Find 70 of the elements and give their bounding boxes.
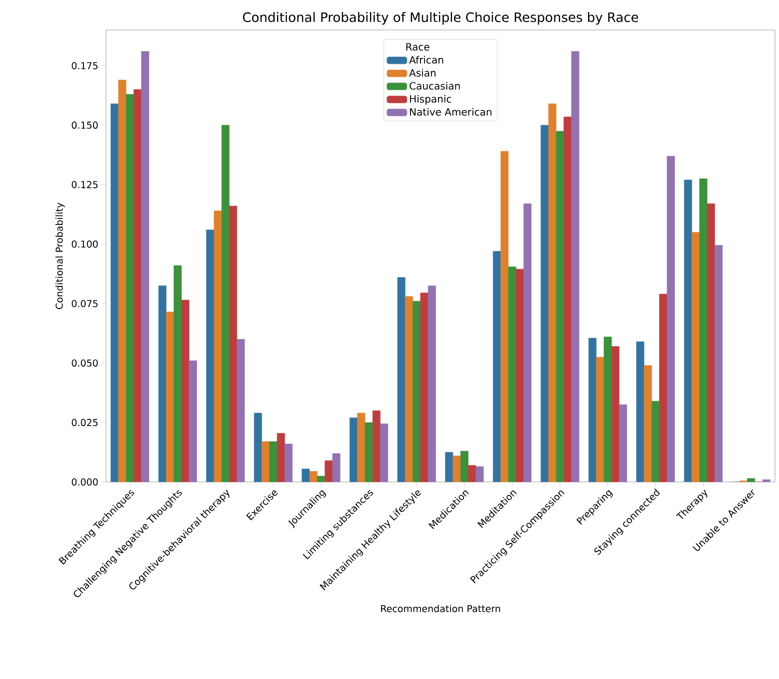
bar: [276, 433, 285, 482]
bar: [309, 471, 318, 482]
legend-label: African: [409, 56, 444, 64]
bar: [189, 360, 197, 482]
bar: [158, 286, 166, 482]
bar: [492, 251, 501, 482]
bar: [302, 468, 310, 482]
legend-label: Hispanic: [410, 94, 452, 105]
bar: [405, 296, 413, 482]
legend-label: Native American: [410, 108, 492, 116]
x-axis-title: Recommendation Pattern: [381, 604, 500, 612]
bar: [611, 346, 620, 482]
bar: [571, 51, 580, 482]
bar: [619, 404, 628, 482]
bar: [452, 456, 461, 482]
bar: [596, 356, 604, 482]
legend-label: Caucasian: [410, 82, 460, 90]
bar: [214, 210, 222, 482]
bar: [644, 365, 652, 482]
bar: [229, 206, 238, 482]
bar: [372, 410, 380, 482]
bar: [284, 444, 293, 482]
bar: [236, 339, 245, 482]
y-tick-label: 0.075: [72, 300, 98, 308]
bar: [332, 453, 340, 482]
y-tick-label: 0.175: [72, 62, 98, 70]
y-tick-label: 0.050: [72, 359, 98, 367]
bar: [350, 418, 358, 482]
bar: [134, 89, 142, 482]
bar: [666, 156, 675, 482]
legend-label: Asian: [409, 68, 436, 77]
bar: [516, 268, 524, 482]
bar: [588, 338, 596, 482]
bar: [540, 124, 549, 482]
bar: [468, 465, 476, 482]
y-tick-label: 0.025: [72, 418, 98, 426]
chart-title: Conditional Probability of Multiple Choice Responses by Race: [243, 12, 638, 25]
y-tick-label: 0.000: [72, 478, 98, 486]
bar: [659, 294, 668, 482]
bar: [548, 104, 556, 482]
bar: [166, 312, 174, 482]
bar: [262, 441, 270, 482]
bar: [762, 479, 770, 482]
bar: [692, 232, 700, 482]
bar: [397, 277, 406, 482]
legend-title: Race: [406, 43, 430, 51]
bar: [524, 203, 532, 482]
bar: [110, 104, 119, 482]
bar: [181, 300, 190, 482]
bar: [445, 452, 454, 482]
bar: [206, 230, 214, 482]
y-tick-label: 0.100: [72, 240, 98, 248]
bar: [684, 180, 692, 482]
bar: [141, 51, 150, 482]
bar: [118, 80, 126, 482]
bar: [564, 116, 572, 482]
bar: [636, 341, 644, 482]
bar: [714, 245, 723, 482]
bar: [254, 412, 262, 482]
bar: [324, 460, 333, 482]
y-tick-label: 0.150: [72, 122, 98, 129]
bar: [420, 292, 428, 482]
bar: [380, 424, 388, 482]
bar: [707, 203, 715, 482]
bar: [357, 412, 366, 482]
bar: [500, 151, 509, 482]
bar: [476, 466, 484, 482]
y-axis-title: Conditional Probability: [55, 202, 65, 309]
bar: [428, 286, 436, 482]
y-tick-label: 0.125: [72, 181, 98, 188]
